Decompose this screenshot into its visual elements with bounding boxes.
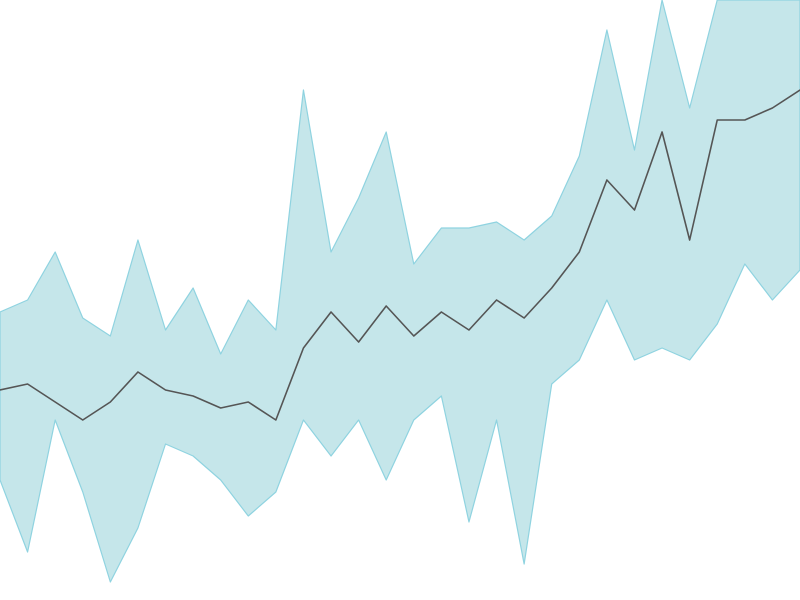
trend-band-chart bbox=[0, 0, 800, 600]
